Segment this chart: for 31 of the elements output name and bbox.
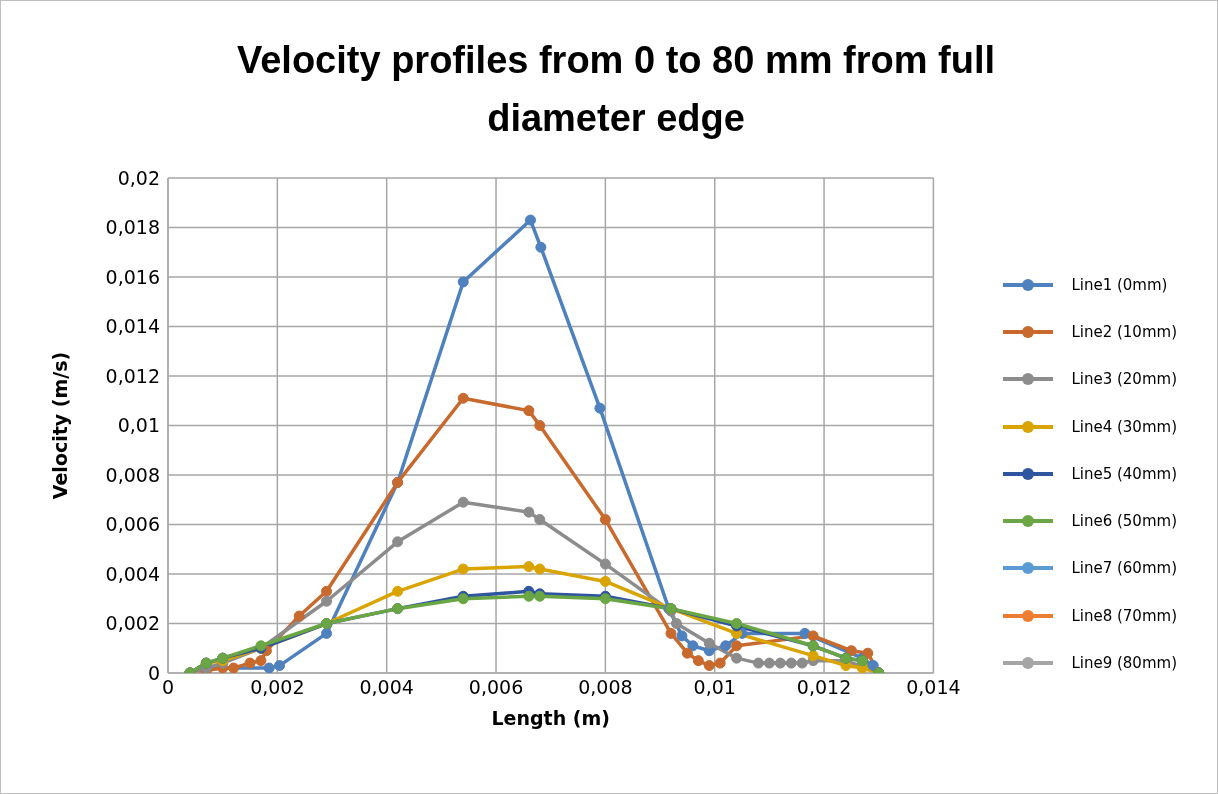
legend-label: Line2 (10mm)	[1071, 322, 1177, 341]
y-tick-label: 0,008	[105, 463, 160, 486]
y-tick-label: 0,01	[117, 414, 160, 437]
y-axis-title: Velocity (m/s)	[48, 351, 71, 500]
y-tick-label: 0,006	[105, 513, 160, 536]
legend-label: Line7 (60mm)	[1071, 559, 1177, 578]
legend-label: Line5 (40mm)	[1071, 464, 1177, 483]
y-tick-label: 0,016	[105, 265, 160, 288]
x-tick-label: 0,006	[468, 676, 524, 699]
x-tick-label: 0	[161, 676, 175, 699]
legend-label: Line9 (80mm)	[1071, 654, 1177, 673]
x-tick-label: 0,014	[906, 676, 961, 699]
legend-label: Line1 (0mm)	[1071, 275, 1168, 294]
y-tick-label: 0,02	[117, 166, 160, 189]
legend-label: Line4 (30mm)	[1071, 417, 1177, 436]
y-tick-label: 0,012	[105, 364, 160, 387]
y-tick-label: 0,004	[105, 562, 160, 585]
x-tick-label: 0,008	[578, 676, 633, 699]
chart-title: Velocity profiles from 0 to 80 mm from full diameter edge	[235, 38, 997, 141]
legend-label: Line6 (50mm)	[1071, 512, 1177, 531]
x-tick-label: 0,012	[796, 676, 852, 699]
x-tick-label: 0,01	[693, 676, 736, 699]
legend-label: Line8 (70mm)	[1071, 606, 1177, 625]
y-tick-label: 0,018	[105, 216, 160, 239]
x-axis-title: Length (m)	[491, 707, 610, 729]
legend-label: Line3 (20mm)	[1071, 370, 1177, 389]
x-tick-label: 0,004	[359, 676, 414, 699]
y-tick-label: 0,002	[105, 612, 160, 635]
x-tick-label: 0,002	[250, 676, 305, 699]
y-tick-label: 0	[147, 661, 160, 684]
y-tick-label: 0,014	[105, 315, 160, 338]
